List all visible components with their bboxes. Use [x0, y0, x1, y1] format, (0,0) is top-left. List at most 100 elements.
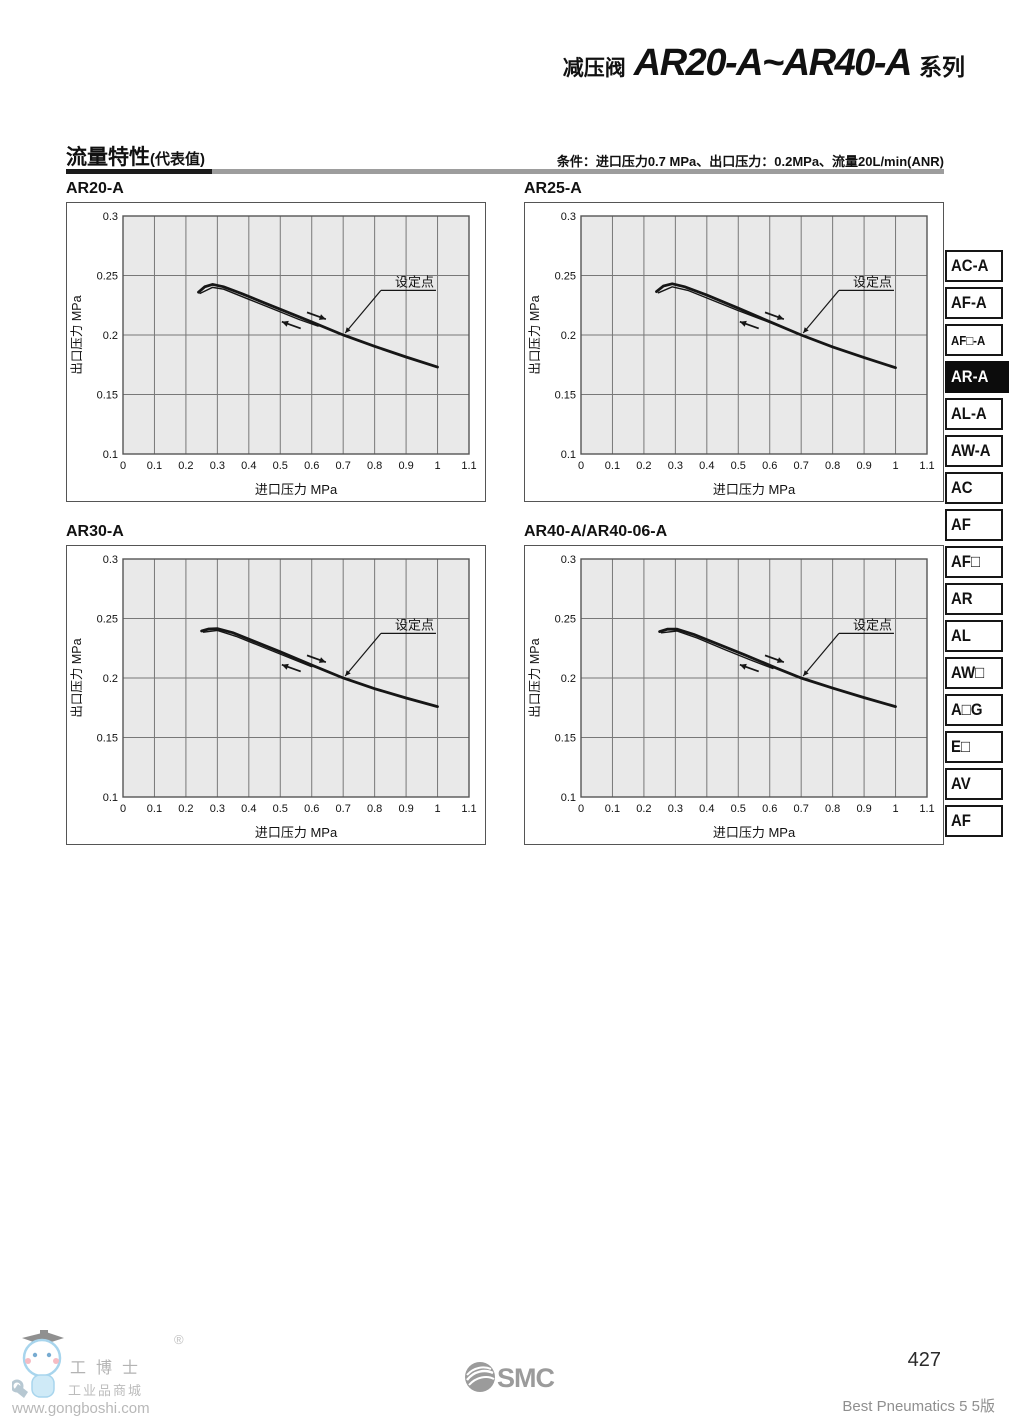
set-point-label: 设定点	[395, 274, 434, 289]
sidebar-tab-2[interactable]: AF□-A	[945, 324, 1003, 356]
sidebar-tab-label: E□	[951, 737, 971, 756]
smc-logo-text: SMC	[497, 1363, 555, 1393]
svg-text:0.6: 0.6	[304, 460, 319, 472]
svg-text:0.1: 0.1	[147, 803, 162, 815]
svg-text:0.1: 0.1	[561, 449, 576, 461]
svg-text:0.3: 0.3	[210, 803, 225, 815]
pressure-curve	[658, 627, 897, 708]
sidebar-tab-label: AR	[951, 589, 973, 608]
sidebar-tab-8[interactable]: AF□	[945, 546, 1003, 578]
x-axis-label: 进口压力 MPa	[713, 482, 796, 497]
tick-labels: 0 0.1 0.2 0.3 0.4 0.5 0.6 0.7 0.8 0.9 1 1.10.10.150…	[555, 554, 935, 815]
svg-text:0.4: 0.4	[699, 803, 714, 815]
svg-text:0.25: 0.25	[555, 614, 576, 626]
y-axis-label: 出口压力 MPa	[70, 638, 84, 717]
svg-text:0.4: 0.4	[241, 803, 256, 815]
chart-ar30a: 0 0.1 0.2 0.3 0.4 0.5 0.6 0.7 0.8 0.9 1 1.1 0.1 0.15 0…	[66, 545, 486, 845]
watermark-subtitle: 工业品商城	[68, 1383, 144, 1398]
sidebar-tab-11[interactable]: AW□	[945, 657, 1003, 689]
sidebar-tab-12[interactable]: A□G	[945, 694, 1003, 726]
svg-text:0.1: 0.1	[605, 460, 620, 472]
chart-title: AR30-A	[66, 523, 124, 540]
svg-text:1.1: 1.1	[919, 803, 934, 815]
svg-text:0.5: 0.5	[731, 460, 746, 472]
svg-text:0.3: 0.3	[561, 211, 576, 223]
header-series-suffix: 系列	[919, 54, 965, 80]
svg-text:0.9: 0.9	[856, 460, 871, 472]
svg-text:0: 0	[578, 460, 584, 472]
svg-text:0.1: 0.1	[103, 449, 118, 461]
set-point-label: 设定点	[853, 617, 892, 632]
svg-text:0.9: 0.9	[398, 803, 413, 815]
sidebar-tab-7[interactable]: AF	[945, 509, 1003, 541]
svg-text:0.8: 0.8	[367, 460, 382, 472]
chart-title: AR20-A	[66, 180, 124, 197]
gongboshi-watermark: ® 工博士 工业品商城 www.gongboshi.com	[12, 1324, 197, 1419]
flow-direction-arrows	[739, 311, 785, 330]
sidebar-tab-15[interactable]: AF	[945, 805, 1003, 837]
sidebar-tab-14[interactable]: AV	[945, 768, 1003, 800]
sidebar-tab-label: AW-A	[951, 441, 991, 460]
svg-text:0: 0	[120, 803, 126, 815]
pressure-curve	[197, 282, 439, 369]
set-point-annotation: 设定点	[802, 617, 894, 677]
chart-cell-ar30a: AR30-A 0 0.1 0.2 0.3 0.4 0.5 0.6 0.7 0.8 0.9 1 1.1 0…	[66, 523, 486, 845]
svg-text:0.8: 0.8	[367, 803, 382, 815]
svg-text:0.2: 0.2	[178, 803, 193, 815]
svg-text:0.2: 0.2	[103, 673, 118, 685]
svg-text:0.8: 0.8	[825, 803, 840, 815]
sidebar-tab-13[interactable]: E□	[945, 731, 1003, 763]
sidebar-tab-label: AF□	[951, 552, 980, 571]
sidebar-tab-6[interactable]: AC	[945, 472, 1003, 504]
header-category: 减压阀	[562, 57, 626, 80]
pressure-curve-return	[660, 630, 774, 670]
registered-mark: ®	[174, 1332, 184, 1347]
svg-text:0.2: 0.2	[636, 803, 651, 815]
svg-text:1: 1	[434, 803, 440, 815]
x-axis-label: 进口压力 MPa	[255, 482, 338, 497]
sidebar-tab-3[interactable]: AR-A	[945, 361, 1009, 393]
svg-text:0.1: 0.1	[103, 792, 118, 804]
svg-text:1.1: 1.1	[461, 460, 476, 472]
header-series-title: AR20-A~AR40-A	[633, 42, 913, 84]
sidebar-tab-label: A□G	[951, 700, 983, 719]
chart-ar40a: 0 0.1 0.2 0.3 0.4 0.5 0.6 0.7 0.8 0.9 1 1.1 0.1 0.15 0…	[524, 545, 944, 845]
sidebar-tab-label: AV	[951, 774, 971, 793]
svg-text:0.15: 0.15	[555, 390, 576, 402]
edition-note: Best Pneumatics 5 5版	[842, 1398, 995, 1415]
svg-text:0.3: 0.3	[668, 803, 683, 815]
x-axis-label: 进口压力 MPa	[255, 825, 338, 840]
svg-text:0.15: 0.15	[555, 733, 576, 745]
svg-text:0.8: 0.8	[825, 460, 840, 472]
pressure-curve-return	[199, 286, 319, 327]
chart-canvas-2: 0 0.1 0.2 0.3 0.4 0.5 0.6 0.7 0.8 0.9 1 1.10.10.150…	[70, 554, 477, 840]
svg-text:0.7: 0.7	[336, 803, 351, 815]
svg-text:1.1: 1.1	[919, 460, 934, 472]
sidebar-tab-1[interactable]: AF-A	[945, 287, 1003, 319]
watermark-name: 工博士	[70, 1360, 149, 1377]
svg-text:0.3: 0.3	[668, 460, 683, 472]
chart-title: AR25-A	[524, 180, 582, 197]
chart-ar25a: 0 0.1 0.2 0.3 0.4 0.5 0.6 0.7 0.8 0.9 1 1.1 0.1 0.15 0…	[524, 202, 944, 502]
y-axis-label: 出口压力 MPa	[528, 295, 542, 374]
sidebar-tab-9[interactable]: AR	[945, 583, 1003, 615]
tick-labels: 0 0.1 0.2 0.3 0.4 0.5 0.6 0.7 0.8 0.9 1 1.10.10.150…	[555, 211, 935, 472]
sidebar-tab-0[interactable]: AC-A	[945, 250, 1003, 282]
svg-text:0.3: 0.3	[210, 460, 225, 472]
tick-labels: 0 0.1 0.2 0.3 0.4 0.5 0.6 0.7 0.8 0.9 1 1.10.10.150…	[97, 554, 477, 815]
svg-text:0.4: 0.4	[241, 460, 256, 472]
test-conditions: 条件：进口压力0.7 MPa、出口压力：0.2MPa、流量20L/min(ANR…	[556, 154, 944, 169]
chart-cell-ar40a: AR40-A/AR40-06-A 0 0.1 0.2 0.3 0.4 0.5 0.6 0.7 0…	[524, 523, 944, 845]
svg-text:0: 0	[578, 803, 584, 815]
svg-text:0.15: 0.15	[97, 390, 118, 402]
set-point-annotation: 设定点	[344, 617, 436, 677]
flow-direction-arrows	[281, 311, 327, 330]
svg-text:0.7: 0.7	[336, 460, 351, 472]
sidebar-tab-10[interactable]: AL	[945, 620, 1003, 652]
sidebar-tab-5[interactable]: AW-A	[945, 435, 1003, 467]
chart-canvas-3: 0 0.1 0.2 0.3 0.4 0.5 0.6 0.7 0.8 0.9 1 1.10.10.150…	[528, 554, 935, 840]
sidebar-tab-4[interactable]: AL-A	[945, 398, 1003, 430]
svg-text:0.1: 0.1	[605, 803, 620, 815]
svg-text:0.9: 0.9	[398, 460, 413, 472]
svg-text:0.2: 0.2	[561, 673, 576, 685]
